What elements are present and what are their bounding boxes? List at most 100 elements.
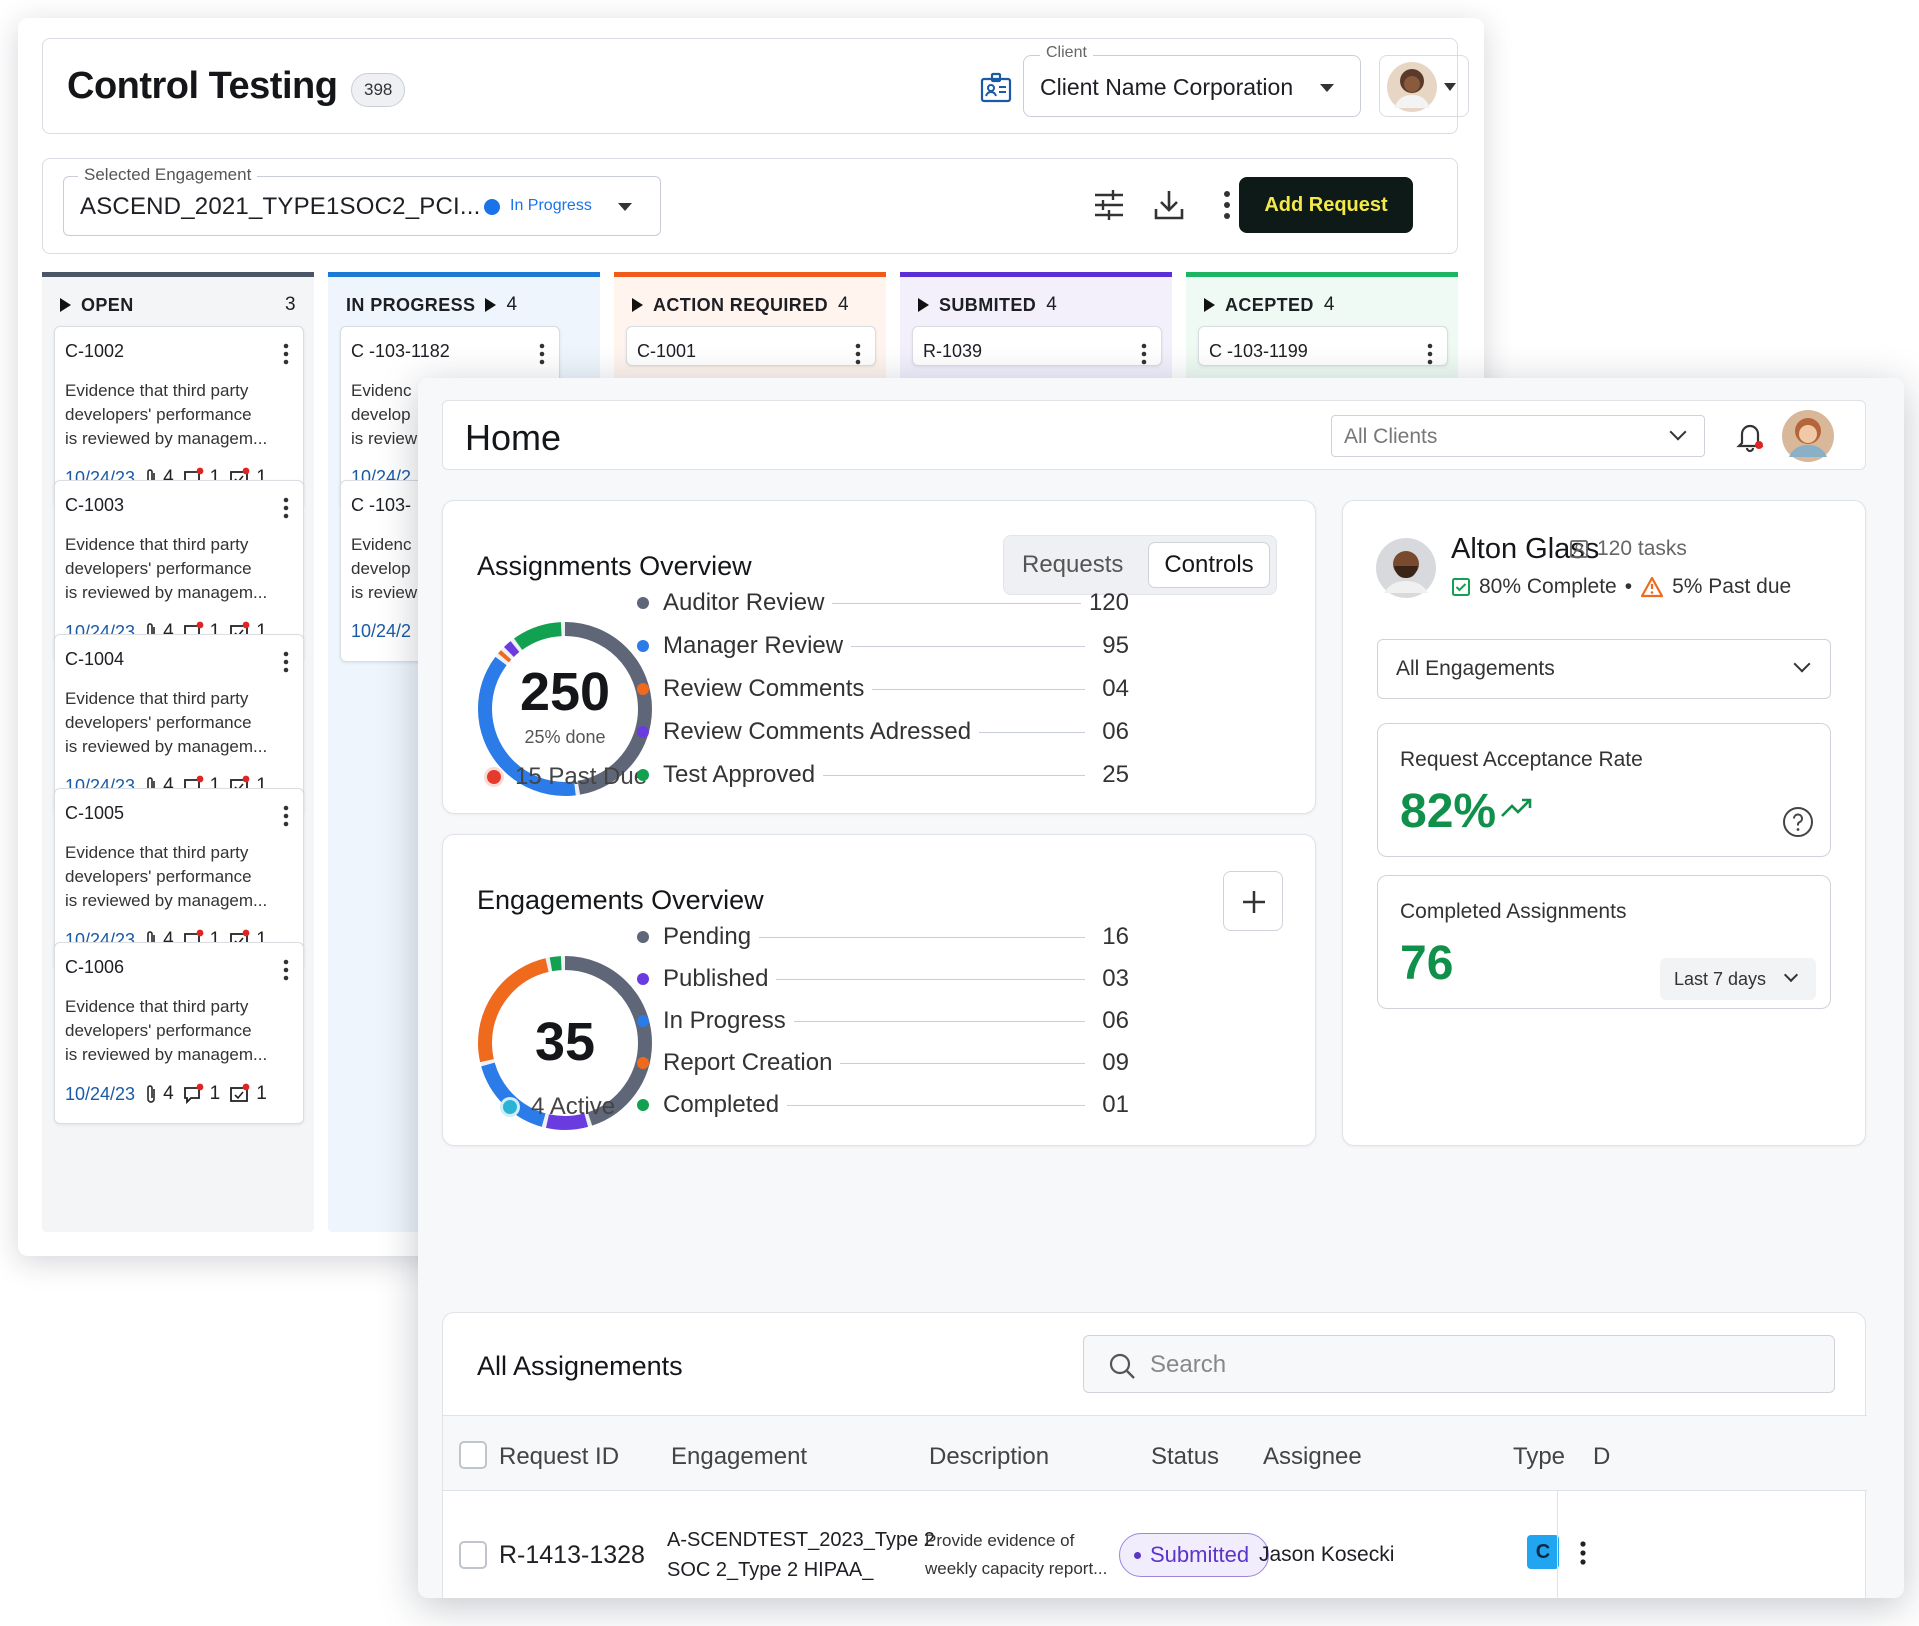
chevron-down-icon: [1783, 967, 1799, 983]
legend-label: Review Comments Adressed: [663, 718, 972, 745]
column-header-assignee[interactable]: Assignee: [1263, 1443, 1362, 1470]
legend-item: Auditor Review 120: [637, 589, 1129, 617]
more-vertical-icon[interactable]: [1141, 343, 1147, 365]
engagement-filter-select[interactable]: All Engagements: [1377, 639, 1831, 699]
period-select[interactable]: Last 7 days: [1660, 958, 1816, 1000]
review-count: 1: [256, 775, 267, 796]
request-card[interactable]: C-1001: [626, 326, 876, 366]
tab-controls[interactable]: Controls: [1148, 542, 1270, 588]
more-vertical-icon[interactable]: [283, 651, 289, 673]
kpi-value: 76: [1400, 937, 1454, 990]
card-id: C -103-1182: [351, 341, 450, 361]
control-testing-header: Control Testing 398 Client Client Name C…: [42, 38, 1469, 134]
more-vertical-icon[interactable]: [1427, 343, 1433, 365]
legend-dot: [637, 726, 649, 738]
legend-value: 120: [1088, 589, 1129, 616]
column-header-d[interactable]: D: [1593, 1443, 1611, 1470]
engagements-segment-1: [478, 956, 652, 1130]
more-vertical-icon[interactable]: [283, 959, 289, 981]
download-icon[interactable]: [1151, 187, 1187, 223]
kanban-column-open: OPEN 3 C-1002 Evidence that third party deve…: [42, 272, 314, 1232]
review-count: 1: [256, 929, 267, 950]
engagement-bar: Selected Engagement ASCEND_2021_TYPE1SOC…: [42, 158, 1458, 254]
request-card[interactable]: R-1039: [912, 326, 1162, 366]
assignments-total: 250: [519, 662, 611, 722]
more-vertical-icon[interactable]: [855, 343, 861, 365]
more-vertical-icon[interactable]: [283, 805, 289, 827]
comment-count: 1: [209, 1083, 221, 1104]
column-header[interactable]: ACEPTED 4: [1204, 294, 1335, 316]
filter-sliders-icon[interactable]: [1091, 187, 1127, 223]
more-vertical-icon[interactable]: [1209, 187, 1245, 223]
help-icon[interactable]: [1782, 806, 1814, 838]
card-id: C-1002: [65, 341, 125, 361]
client-select[interactable]: Client Client Name Corporation: [1023, 44, 1361, 117]
comment-icon: [183, 1083, 205, 1105]
column-header[interactable]: SUBMITED 4: [918, 294, 1057, 316]
bell-icon[interactable]: [1733, 419, 1767, 453]
add-request-button[interactable]: Add Request: [1239, 177, 1413, 233]
request-card[interactable]: C-1006 Evidence that third party developer…: [54, 942, 304, 1124]
search-input[interactable]: Search: [1083, 1335, 1835, 1393]
column-divider: [1557, 1491, 1558, 1598]
request-card[interactable]: C-1005 Evidence that third party developer…: [54, 788, 304, 970]
avatar: [1387, 62, 1437, 112]
legend-item: Test Approved 25: [637, 761, 1129, 789]
avatar[interactable]: [1781, 409, 1835, 463]
card-description: Evidence that third party developers' per…: [65, 843, 268, 910]
engagements-overview-panel: Engagements Overview 35 4 Active Pending…: [442, 834, 1316, 1146]
engagement-status: In Progress: [510, 197, 592, 214]
engagements-segment-2: [478, 956, 652, 1130]
legend-dot: [637, 640, 649, 652]
user-summary-panel: Alton Glass 120 tasks 80% Complete • 5% …: [1342, 500, 1866, 1146]
tab-requests[interactable]: Requests: [1022, 551, 1124, 578]
user-menu[interactable]: [1379, 55, 1469, 117]
legend-value: 01: [1102, 1091, 1129, 1118]
avatar: [1376, 538, 1436, 598]
review-icon: [229, 1083, 251, 1105]
legend-dot: [637, 973, 649, 985]
request-card[interactable]: C-1004 Evidence that third party developer…: [54, 634, 304, 816]
card-description: Evidence that third party developers' per…: [65, 997, 268, 1064]
more-vertical-icon[interactable]: [1565, 1535, 1601, 1571]
column-label: ACEPTED: [1225, 294, 1314, 315]
column-header[interactable]: ACTION REQUIRED 4: [632, 294, 849, 316]
expand-triangle-icon: [918, 298, 929, 312]
card-meta: 10/24/2: [351, 621, 415, 642]
column-header-type[interactable]: Type: [1513, 1443, 1566, 1470]
legend-label: Pending: [663, 923, 752, 950]
caret-down-icon: [618, 203, 632, 211]
more-vertical-icon[interactable]: [283, 497, 289, 519]
select-all-checkbox[interactable]: [459, 1441, 487, 1469]
acceptance-rate-card: Request Acceptance Rate 82%: [1377, 723, 1831, 857]
chevron-down-icon: [1669, 423, 1687, 441]
add-engagement-button[interactable]: [1223, 871, 1283, 931]
panel-title: All Assignements: [477, 1351, 683, 1381]
legend-label: Review Comments: [663, 675, 865, 702]
column-count: 4: [1323, 294, 1335, 315]
engagement-select[interactable]: Selected Engagement ASCEND_2021_TYPE1SOC…: [63, 165, 661, 236]
card-id: C-1006: [65, 957, 125, 977]
legend-item: In Progress 06: [637, 1007, 1129, 1035]
row-checkbox[interactable]: [459, 1541, 487, 1569]
attachment-icon: [144, 1083, 158, 1105]
due-date: 10/24/23: [65, 1083, 136, 1104]
column-header-request-id[interactable]: Request ID: [499, 1443, 620, 1470]
expand-triangle-icon: [485, 298, 497, 312]
client-id-icon[interactable]: [979, 71, 1013, 105]
table-header: [443, 1415, 1867, 1491]
more-vertical-icon[interactable]: [539, 343, 545, 365]
column-header[interactable]: OPEN 3: [60, 294, 296, 316]
comment-count: 1: [209, 467, 221, 488]
status-label: Submitted: [1150, 1542, 1250, 1567]
column-header-status[interactable]: Status: [1151, 1443, 1220, 1470]
more-vertical-icon[interactable]: [283, 343, 289, 365]
client-filter-select[interactable]: All Clients: [1331, 415, 1705, 457]
column-header[interactable]: IN PROGRESS 4: [346, 294, 517, 316]
column-count: 4: [1046, 294, 1058, 315]
search-icon: [1109, 1353, 1135, 1379]
panel-title: Assignments Overview: [477, 551, 752, 581]
column-header-description[interactable]: Description: [929, 1443, 1050, 1470]
request-card[interactable]: C -103-1199: [1198, 326, 1448, 366]
column-header-engagement[interactable]: Engagement: [671, 1443, 808, 1470]
